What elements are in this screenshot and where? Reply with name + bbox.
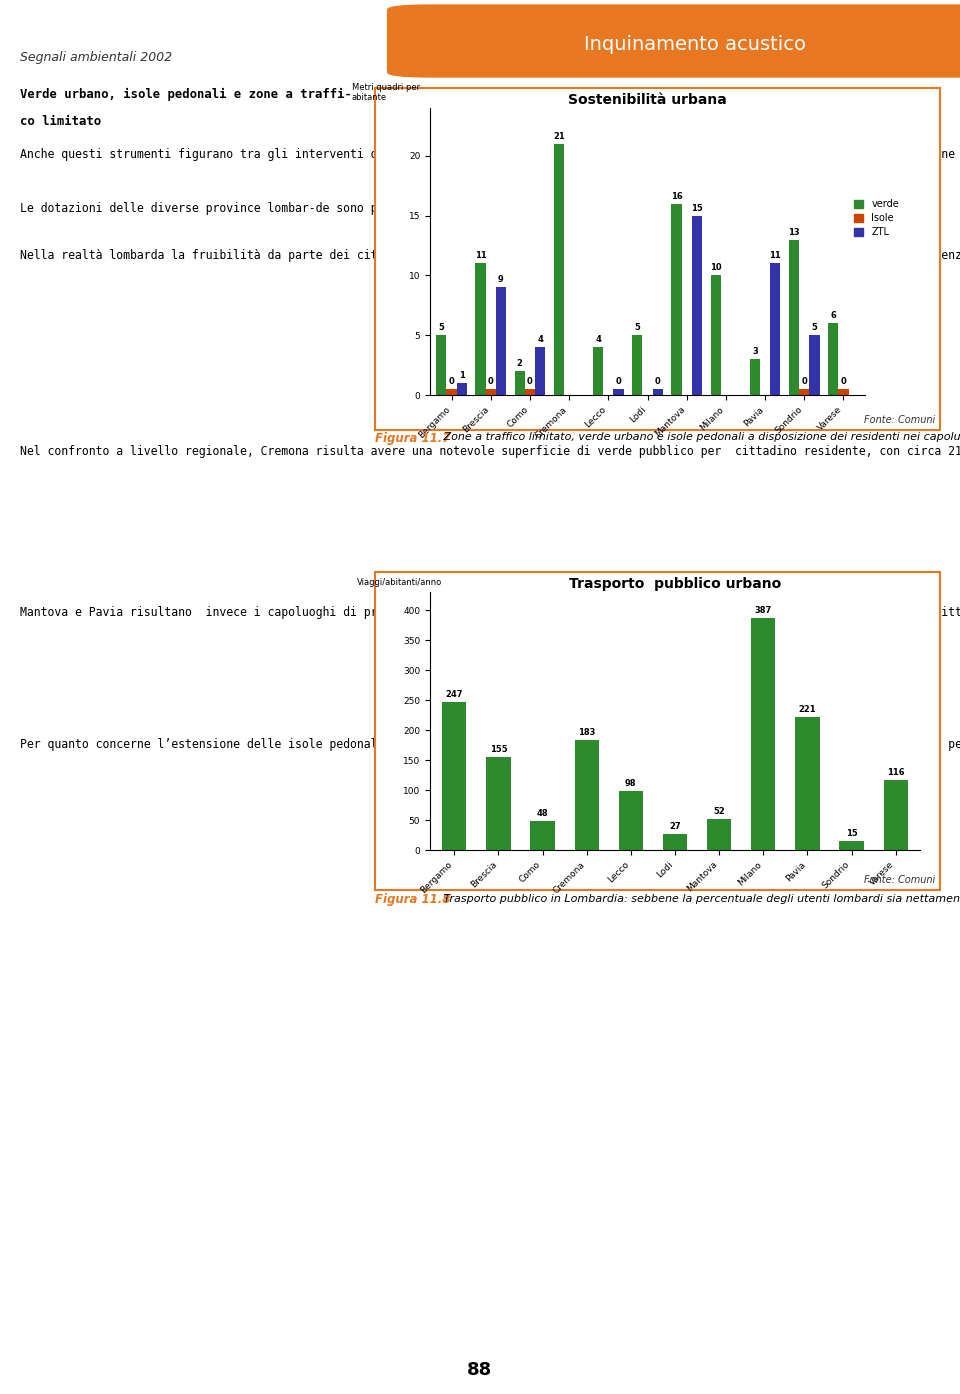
Text: 11: 11	[474, 251, 487, 261]
Text: Le dotazioni delle diverse province lombar-de sono piuttosto differenziate.: Le dotazioni delle diverse province lomb…	[20, 202, 536, 215]
Text: 15: 15	[691, 204, 703, 213]
Text: 5: 5	[439, 323, 444, 332]
Text: Metri quadri per
abitante: Metri quadri per abitante	[351, 82, 420, 102]
Text: 221: 221	[799, 705, 816, 714]
Bar	[531, 821, 555, 850]
Text: 11: 11	[769, 251, 781, 261]
Text: 27: 27	[669, 822, 681, 831]
Text: 0: 0	[527, 376, 533, 386]
Bar	[457, 383, 467, 395]
Text: Figura 11.8: Figura 11.8	[375, 894, 450, 906]
Bar	[495, 287, 506, 395]
Text: 9: 9	[498, 276, 504, 284]
Text: 0: 0	[802, 376, 807, 386]
Text: 4: 4	[595, 335, 601, 344]
Bar	[593, 347, 603, 395]
Title: Sostenibilità urbana: Sostenibilità urbana	[568, 93, 727, 107]
Text: 155: 155	[490, 744, 507, 754]
Bar	[487, 757, 511, 850]
Text: Trasporto pubblico in Lombardia: sebbene la percentuale degli utenti lombardi si: Trasporto pubblico in Lombardia: sebbene…	[440, 894, 960, 903]
Bar	[443, 701, 467, 850]
Bar	[883, 781, 908, 850]
Text: 2: 2	[516, 360, 522, 368]
Text: 15: 15	[846, 829, 857, 838]
Text: 5: 5	[811, 323, 817, 332]
Bar	[633, 335, 642, 395]
Bar	[486, 389, 495, 395]
Text: 0: 0	[841, 376, 847, 386]
Text: 21: 21	[553, 132, 564, 141]
Bar	[475, 263, 486, 395]
Bar	[554, 144, 564, 395]
Text: 6: 6	[830, 311, 836, 321]
Text: co limitato: co limitato	[20, 116, 101, 128]
Text: Per quanto concerne l’estensione delle isole pedonali, nonostante l’andamento in: Per quanto concerne l’estensione delle i…	[20, 737, 960, 751]
Text: 98: 98	[625, 779, 636, 788]
Text: Inquinamento acustico: Inquinamento acustico	[584, 35, 806, 53]
Bar	[750, 360, 760, 395]
Text: 116: 116	[887, 768, 904, 778]
Text: Zone a traffico limitato, verde urbano e isole pedonali a disposizione dei resid: Zone a traffico limitato, verde urbano e…	[440, 432, 960, 442]
Text: 0: 0	[655, 376, 660, 386]
Bar	[710, 276, 721, 395]
Bar	[662, 834, 687, 850]
Bar	[575, 740, 599, 850]
Bar	[828, 323, 838, 395]
Bar	[770, 263, 780, 395]
Text: Fonte: Comuni: Fonte: Comuni	[864, 875, 935, 885]
Bar	[446, 389, 457, 395]
Title: Trasporto  pubblico urbano: Trasporto pubblico urbano	[569, 577, 781, 591]
Text: Nella realtà lombarda la fruibilità da parte dei cittadini rispecchia la media n: Nella realtà lombarda la fruibilità da p…	[20, 250, 960, 262]
Text: 4: 4	[538, 335, 543, 344]
Text: 13: 13	[788, 227, 800, 237]
Bar	[799, 389, 809, 395]
Text: 0: 0	[488, 376, 493, 386]
Text: 1: 1	[459, 371, 465, 381]
Text: 0: 0	[615, 376, 621, 386]
Text: 16: 16	[671, 192, 683, 201]
Text: 88: 88	[468, 1361, 492, 1379]
Text: Nel confronto a livello regionale, Cremona risulta avere una notevole superficie: Nel confronto a livello regionale, Cremo…	[20, 445, 960, 459]
Text: Figura 11.7: Figura 11.7	[375, 432, 450, 445]
Bar	[789, 240, 799, 395]
Bar	[839, 841, 864, 850]
Bar	[613, 389, 624, 395]
Text: 48: 48	[537, 809, 548, 818]
Bar	[436, 335, 446, 395]
Text: Anche questi strumenti figurano tra gli interventi di riorganizzazione complessi: Anche questi strumenti figurano tra gli …	[20, 148, 960, 160]
Legend: verde, Isole, ZTL: verde, Isole, ZTL	[850, 195, 903, 241]
Bar	[653, 389, 662, 395]
Text: 247: 247	[445, 690, 463, 698]
Bar	[525, 389, 535, 395]
Text: 52: 52	[713, 807, 725, 815]
Bar	[838, 389, 849, 395]
Bar	[535, 347, 545, 395]
Bar	[809, 335, 820, 395]
Text: Mantova e Pavia risultano  invece i capoluoghi di provincia con l’estensione mag: Mantova e Pavia risultano invece i capol…	[20, 606, 960, 619]
Text: Fonte: Comuni: Fonte: Comuni	[864, 415, 935, 425]
Bar	[515, 371, 525, 395]
Text: 0: 0	[448, 376, 454, 386]
Bar	[692, 216, 702, 395]
Bar	[707, 818, 732, 850]
Text: Segnali ambientali 2002: Segnali ambientali 2002	[20, 52, 172, 64]
Text: Verde urbano, isole pedonali e zone a traffi-: Verde urbano, isole pedonali e zone a tr…	[20, 88, 352, 102]
Text: 5: 5	[635, 323, 640, 332]
FancyBboxPatch shape	[388, 6, 960, 77]
Text: 3: 3	[752, 347, 757, 355]
Text: 183: 183	[578, 728, 595, 737]
Bar	[751, 618, 776, 850]
Text: Viaggi/abitanti/anno: Viaggi/abitanti/anno	[356, 579, 442, 587]
Bar	[618, 792, 643, 850]
Text: 10: 10	[709, 263, 722, 272]
Bar	[671, 204, 682, 395]
Bar	[795, 718, 820, 850]
Text: 387: 387	[755, 606, 772, 615]
